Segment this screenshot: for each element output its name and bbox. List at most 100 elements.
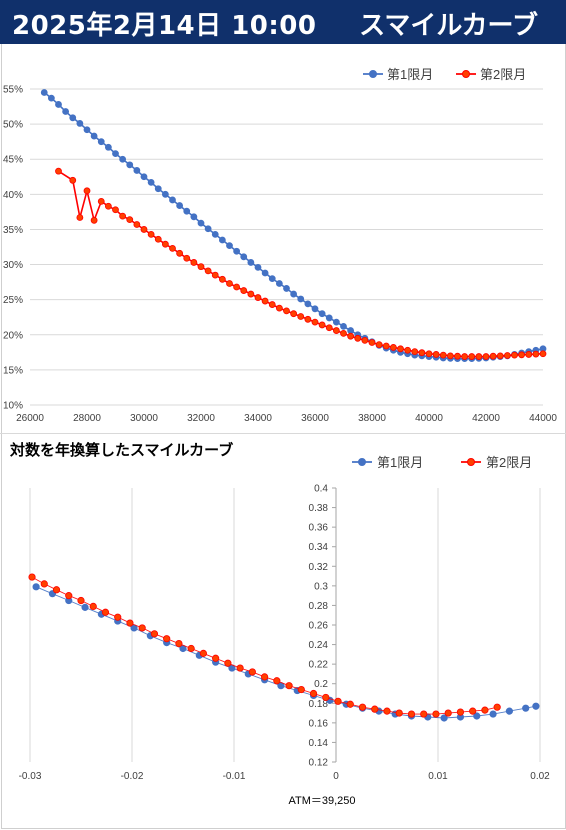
data-point [473, 712, 481, 720]
header-bar: 2025年2月14日 10:00 スマイルカーブ [0, 0, 566, 44]
data-point [114, 613, 122, 621]
data-point [432, 351, 440, 358]
data-point [361, 336, 369, 344]
data-point [275, 304, 283, 312]
x-tick-label: 26000 [16, 413, 44, 424]
data-point [40, 580, 48, 588]
data-point [371, 705, 379, 713]
y-tick-label: 0.18 [309, 699, 329, 710]
data-point [275, 280, 283, 287]
data-point [247, 259, 255, 266]
data-point [411, 348, 419, 356]
smile-curve-chart: 10% 15% 20% 25% 30% 35% 40% 45% 50% 55% 26000 28000… [3, 67, 557, 424]
y-tick-label: 30% [3, 260, 23, 271]
data-point [503, 352, 511, 359]
data-point [297, 295, 305, 303]
data-point [183, 207, 191, 215]
data-point [325, 314, 333, 322]
divider [0, 433, 566, 434]
y-tick-label: 55% [3, 85, 23, 96]
data-point [518, 351, 526, 359]
y-tick-label: 0.22 [309, 660, 329, 671]
y-tick-label: 50% [3, 120, 23, 131]
data-point [268, 301, 276, 308]
datetime-label: 2025年2月14日 10:00 [12, 11, 317, 41]
data-point [346, 700, 354, 708]
data-point [97, 138, 105, 146]
x-tick-label: -0.01 [223, 771, 246, 782]
data-point [440, 714, 448, 722]
data-point [218, 236, 226, 244]
data-point [55, 101, 62, 108]
data-point [475, 353, 483, 360]
data-point [461, 353, 469, 360]
data-point [28, 573, 36, 581]
data-point [190, 213, 198, 221]
data-point [133, 221, 141, 228]
data-point [81, 603, 89, 611]
data-point [133, 167, 141, 174]
x-tick-label: 32000 [187, 413, 215, 424]
data-point [261, 297, 269, 305]
x-tick-label: 28000 [73, 413, 101, 424]
data-point [297, 685, 305, 694]
data-point [212, 654, 220, 662]
data-point [247, 290, 255, 298]
y-tick-label: 0.26 [309, 621, 329, 632]
data-point [204, 225, 212, 233]
x-tick-label: -0.03 [19, 771, 42, 782]
data-point [322, 693, 330, 702]
data-point [347, 332, 355, 340]
data-point [150, 630, 159, 638]
data-point [297, 313, 305, 320]
x-tick-label: 40000 [415, 413, 443, 424]
data-point [285, 682, 293, 690]
x-tick-label: 0.02 [530, 771, 550, 782]
data-point [218, 275, 226, 283]
data-point [176, 202, 184, 209]
data-point [254, 263, 262, 271]
y-tick-label: 20% [3, 330, 23, 341]
data-point [32, 583, 40, 591]
y-tick-label: 0.38 [309, 503, 329, 514]
data-point [283, 285, 290, 292]
data-point [522, 704, 530, 712]
data-point [260, 673, 269, 681]
data-point [240, 287, 248, 294]
data-point [163, 635, 171, 643]
data-point [119, 212, 127, 220]
data-point [382, 342, 390, 350]
data-point [77, 596, 85, 605]
data-point [62, 108, 70, 115]
data-point [418, 349, 426, 357]
data-point [83, 126, 91, 134]
data-point [147, 230, 155, 238]
data-point [358, 703, 367, 711]
chart-title: 対数を年換算したスマイルカーブ [9, 441, 233, 459]
data-point [290, 290, 298, 298]
data-point [496, 352, 504, 360]
legend-marker [369, 70, 377, 78]
data-point [425, 350, 433, 358]
y-tick-label: 0.16 [309, 718, 329, 729]
data-point [90, 216, 98, 224]
y-tick-label: 0.14 [309, 738, 329, 749]
data-point [101, 608, 110, 616]
data-point [505, 707, 513, 715]
data-point [233, 247, 241, 255]
data-point [261, 269, 269, 277]
data-point [236, 664, 244, 672]
data-point [444, 709, 452, 717]
y-tick-label: 0.4 [314, 484, 328, 495]
data-point [104, 202, 112, 210]
x-tick-label: 0 [333, 771, 339, 782]
data-point [126, 619, 134, 627]
data-point [439, 351, 447, 359]
legend-label: 第1限月 [387, 67, 433, 82]
data-point [154, 185, 162, 193]
data-point [311, 305, 319, 313]
series-line [58, 170, 544, 358]
data-point [161, 190, 169, 198]
data-point [40, 89, 48, 96]
y-tick-label: 10% [3, 401, 23, 412]
